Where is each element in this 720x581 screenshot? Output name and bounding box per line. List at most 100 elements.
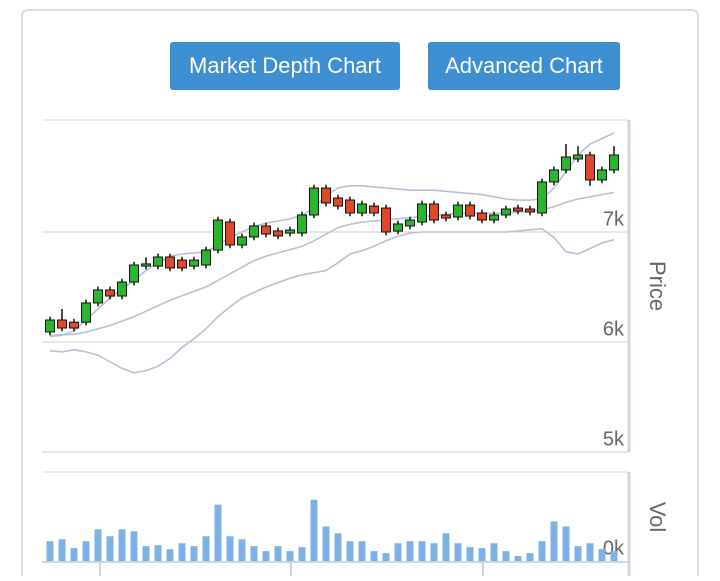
- volume-bar: [586, 543, 594, 561]
- price-label: Price: [645, 261, 670, 311]
- volume-bar: [106, 536, 114, 561]
- candle-body: [57, 319, 67, 329]
- candle-body: [45, 319, 55, 333]
- candle-body: [273, 230, 283, 237]
- volume-bar: [250, 546, 258, 561]
- candle-body: [417, 203, 427, 223]
- candle-body: [141, 263, 151, 267]
- candle-body: [597, 169, 607, 181]
- band-line: [49, 191, 615, 337]
- volume-bar: [490, 543, 498, 561]
- candle-body: [129, 264, 139, 283]
- volume-bar: [478, 548, 486, 561]
- candle-body: [93, 289, 103, 304]
- candle-body: [321, 187, 331, 204]
- candle-body: [165, 256, 175, 269]
- candle-body: [237, 236, 247, 246]
- candle-body: [201, 249, 211, 266]
- candle-body: [189, 259, 199, 267]
- band-line: [49, 132, 615, 338]
- candle-body: [465, 204, 475, 217]
- candle-body: [297, 214, 307, 234]
- candle-body: [513, 207, 523, 212]
- candle-body: [177, 259, 187, 269]
- volume-bar: [118, 529, 126, 561]
- volume-bar: [514, 556, 522, 561]
- volume-bar: [442, 533, 450, 561]
- candle-body: [393, 223, 403, 232]
- volume-bar: [394, 543, 402, 561]
- volume-bar: [214, 504, 222, 561]
- volume-bar: [178, 543, 186, 561]
- candle-body: [441, 214, 451, 219]
- candle-body: [249, 225, 259, 238]
- candle-body: [333, 197, 343, 207]
- candle-body: [501, 208, 511, 216]
- candle-body: [429, 203, 439, 221]
- candle-body: [345, 199, 355, 214]
- candle-body: [261, 225, 271, 235]
- candle-body: [357, 203, 367, 214]
- button-label: Advanced Chart: [445, 53, 603, 78]
- volume-bar: [226, 536, 234, 561]
- candle-body: [81, 302, 91, 323]
- candle-body: [213, 219, 223, 251]
- candle-body: [117, 281, 127, 297]
- candle-body: [525, 208, 535, 213]
- market-depth-button[interactable]: Market Depth Chart: [170, 42, 400, 90]
- y-tick-label: 5k: [603, 428, 625, 450]
- volume-bar: [202, 536, 210, 561]
- volume-bar: [418, 541, 426, 561]
- candle-body: [405, 219, 415, 227]
- candle-body: [105, 289, 115, 297]
- advanced-chart-button[interactable]: Advanced Chart: [428, 42, 620, 90]
- volume-bar: [574, 546, 582, 561]
- candle-body: [69, 321, 79, 329]
- volume-bar: [94, 529, 102, 561]
- candle-body: [585, 154, 595, 181]
- volume-bar: [526, 553, 534, 561]
- volume-bar: [466, 547, 474, 561]
- volume-bar: [382, 553, 390, 561]
- volume-bar: [46, 541, 54, 561]
- candle-body: [285, 229, 295, 234]
- candle-body: [489, 214, 499, 221]
- candle-body: [309, 187, 319, 216]
- volume-bar: [322, 526, 330, 561]
- candle-body: [561, 156, 571, 171]
- volume-bar: [334, 533, 342, 561]
- volume-bar: [130, 531, 138, 561]
- volume-bar: [238, 539, 246, 561]
- candle-body: [453, 204, 463, 218]
- volume-bar: [454, 543, 462, 561]
- button-bg: [428, 42, 620, 90]
- candle-body: [537, 181, 547, 214]
- volume-bar: [286, 551, 294, 561]
- volume-bar: [346, 541, 354, 561]
- candle-body: [381, 207, 391, 233]
- candle-body: [369, 205, 379, 214]
- candle-body: [609, 154, 619, 171]
- candle-body: [477, 212, 487, 221]
- volume-bar: [190, 546, 198, 561]
- candle-body: [573, 154, 583, 160]
- card: [21, 9, 699, 581]
- button-bg: [170, 42, 400, 90]
- candle-body: [549, 169, 559, 183]
- volume-bar: [610, 551, 618, 561]
- volume-bar: [358, 541, 366, 561]
- volume-bar: [154, 545, 162, 561]
- volume-bar: [142, 546, 150, 561]
- volume-bar: [70, 548, 78, 561]
- y-tick-label: 6k: [603, 318, 625, 340]
- volume-bar: [538, 541, 546, 561]
- candle-body: [153, 256, 163, 267]
- vol-label: Vol: [645, 502, 670, 533]
- y-tick-label: 7k: [603, 208, 625, 230]
- volume-bar: [562, 526, 570, 561]
- volume-bar: [598, 549, 606, 561]
- volume-bar: [310, 499, 318, 561]
- volume-bar: [274, 546, 282, 561]
- volume-bar: [430, 543, 438, 561]
- button-label: Market Depth Chart: [189, 53, 381, 78]
